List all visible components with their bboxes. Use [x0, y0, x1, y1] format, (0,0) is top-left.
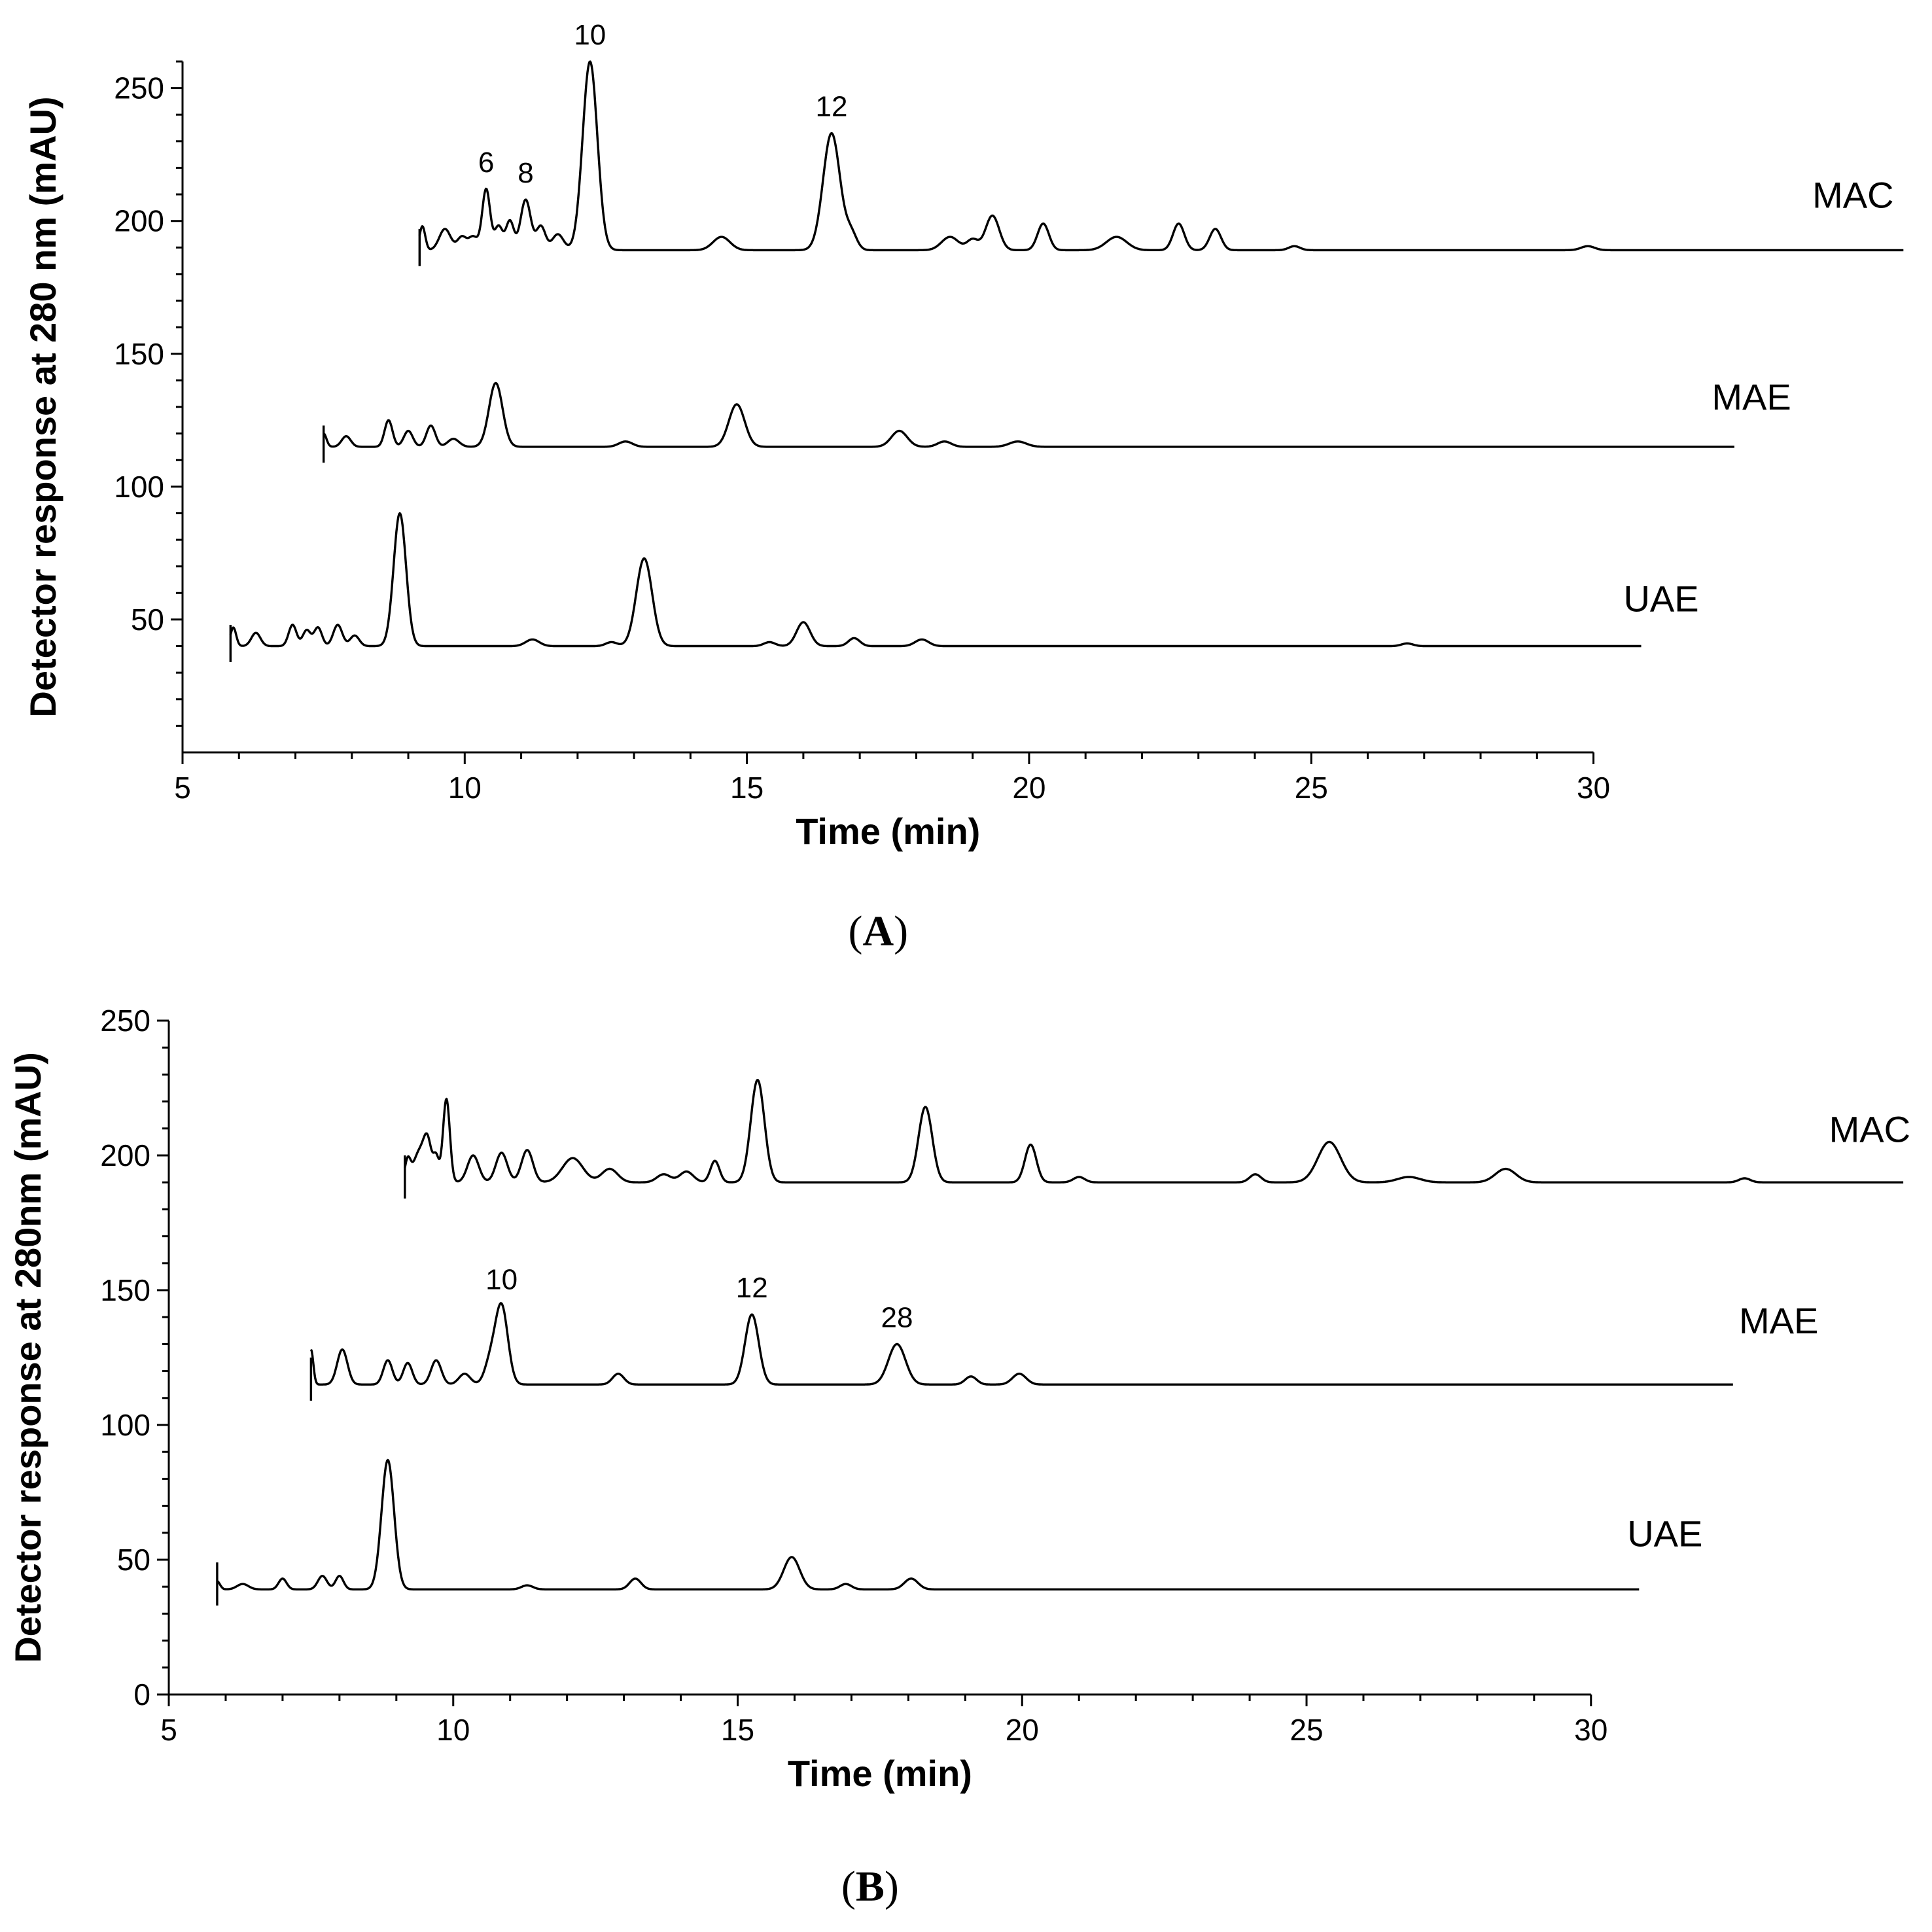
panel-label: (A): [848, 907, 908, 955]
x-tick-label: 25: [1295, 771, 1328, 805]
peak-label: 12: [816, 91, 848, 123]
y-tick-label: 200: [114, 204, 164, 238]
x-tick-label: 20: [1006, 1713, 1039, 1747]
y-tick-label: 250: [100, 1004, 150, 1038]
x-tick-label: 5: [174, 771, 191, 805]
series-label-mae: MAE: [1712, 376, 1791, 417]
x-tick-label: 5: [160, 1713, 177, 1747]
y-tick-label: 200: [100, 1138, 150, 1172]
y-tick-label: 250: [114, 71, 164, 105]
panel-label: (B): [841, 1863, 899, 1910]
panel-letter: B: [856, 1863, 885, 1910]
series-label-uae: UAE: [1627, 1513, 1702, 1554]
y-tick-label: 100: [114, 470, 164, 504]
peak-label: 12: [736, 1272, 768, 1304]
series-label-uae: UAE: [1623, 578, 1698, 620]
peak-label: 10: [574, 19, 606, 51]
panel-letter: A: [862, 907, 894, 955]
x-tick-label: 30: [1577, 771, 1610, 805]
peak-label: 6: [478, 147, 494, 179]
y-axis-title: Detector response at 280 nm (mAU): [22, 96, 63, 717]
trace-mae: [309, 1302, 1734, 1386]
x-axis-title: Time (min): [796, 811, 980, 852]
series-label-mac: MAC: [1829, 1108, 1910, 1150]
series-label-mae: MAE: [1739, 1300, 1818, 1341]
x-tick-label: 25: [1290, 1713, 1323, 1747]
y-tick-label: 100: [100, 1408, 150, 1442]
x-axis-title: Time (min): [788, 1753, 972, 1794]
y-axis-title: Detector response at 280nm (mAU): [7, 1052, 48, 1663]
trace-mae: [323, 381, 1735, 448]
peak-label: 28: [881, 1301, 913, 1333]
trace-mac: [404, 1079, 1904, 1184]
chart-panel-a: 50 100 150 200 250 5 10 15 20 25 30 Time (min) Detec…: [22, 19, 1904, 955]
y-tick-label: 150: [100, 1273, 150, 1307]
y-tick-label: 50: [117, 1543, 150, 1577]
y-tick-label: 50: [131, 603, 164, 637]
chart-panel-b: 0 50 100 150 200 250 5 10 15 20 25 30 Time (min) Dete…: [7, 1004, 1910, 1910]
y-tick-label: 150: [114, 337, 164, 371]
series-label-mac: MAC: [1812, 174, 1893, 215]
x-tick-label: 15: [721, 1713, 754, 1747]
x-tick-label: 30: [1574, 1713, 1607, 1747]
trace-uae: [229, 512, 1642, 648]
x-tick-label: 20: [1012, 771, 1045, 805]
trace-uae: [217, 1458, 1640, 1590]
y-tick-label: 0: [133, 1677, 150, 1712]
trace-mac: [418, 60, 1904, 252]
peak-label: 8: [518, 157, 533, 189]
x-tick-label: 10: [448, 771, 482, 805]
peak-label: 10: [485, 1264, 518, 1296]
x-tick-label: 10: [436, 1713, 470, 1747]
x-tick-label: 15: [730, 771, 764, 805]
